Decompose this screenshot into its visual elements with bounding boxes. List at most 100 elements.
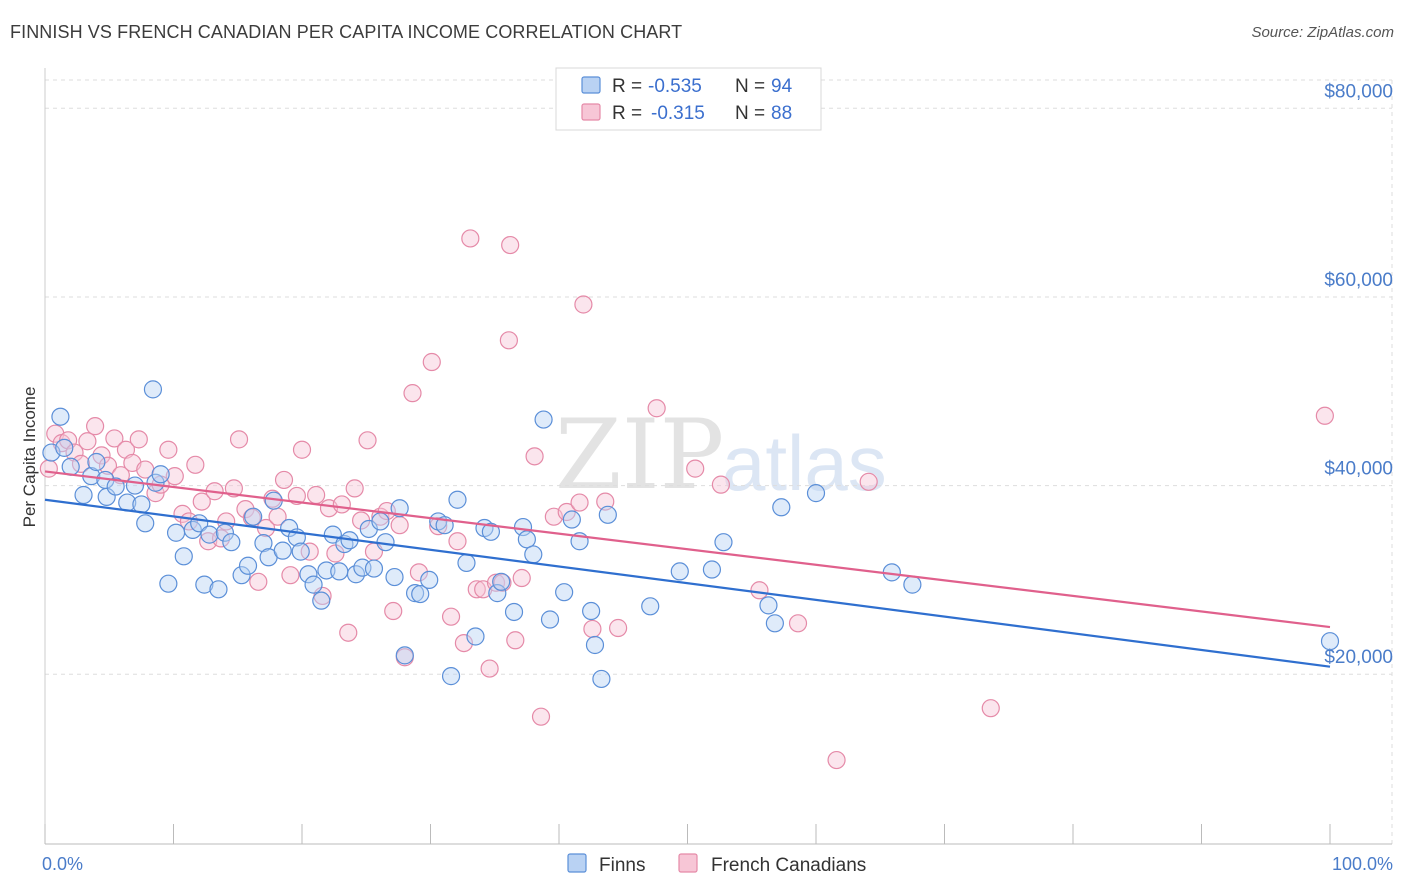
bottom-legend-french-canadians-label: French Canadians — [711, 855, 866, 876]
legend-french-canadians-swatch — [581, 103, 601, 121]
finns-point — [411, 584, 430, 604]
french-canadians-point — [499, 331, 518, 350]
finns-point — [395, 646, 414, 665]
french-canadians-point — [750, 581, 769, 600]
finns-point — [195, 575, 214, 594]
legend-r-value: -0.535 — [648, 76, 702, 97]
french-canadians-point — [422, 352, 441, 372]
finns-point — [670, 562, 689, 581]
watermark-atlas: atlas — [722, 419, 887, 507]
watermark-zip: ZIP — [555, 399, 724, 511]
finns-point — [97, 487, 116, 506]
finns-point — [166, 523, 186, 542]
french-canadians-point — [788, 614, 808, 633]
finns-point — [136, 514, 155, 533]
french-canadians-point — [454, 633, 474, 653]
french-canadians-point — [467, 580, 486, 599]
finns-point — [540, 610, 560, 629]
y-axis-label: Per Capita Income — [20, 387, 39, 528]
finns-point — [903, 575, 922, 594]
finns-point — [405, 584, 425, 603]
french-canadians-point — [78, 432, 97, 451]
french-canadians-point — [448, 532, 467, 551]
french-canadians-point — [859, 472, 878, 491]
finns-point — [151, 465, 170, 484]
french-canadians-point — [307, 485, 326, 505]
finns-point — [174, 547, 193, 566]
finns-point — [254, 534, 273, 553]
french-canadians-point — [332, 495, 351, 514]
finns-point — [420, 570, 439, 590]
french-canadians-points — [39, 229, 1334, 770]
y-tick-label: $60,000 — [1324, 270, 1393, 291]
finns-point — [61, 457, 80, 476]
french-canadians-point — [192, 492, 211, 511]
legend-n-label: N = — [735, 103, 765, 124]
finns-point — [291, 542, 310, 561]
french-canadians-point — [981, 699, 1000, 718]
finns-point — [759, 596, 778, 615]
french-canadians-point — [686, 459, 705, 478]
french-canadians-point — [512, 568, 531, 588]
french-canadians-point — [165, 467, 184, 486]
french-canadians-point — [390, 516, 409, 535]
french-canadians-point — [525, 447, 544, 466]
french-canadians-point — [429, 517, 448, 536]
french-canadians-point — [506, 631, 525, 650]
french-canadians-point — [574, 295, 593, 314]
x-tick-label: 100.0% — [1332, 854, 1393, 874]
y-tick-label: $40,000 — [1324, 459, 1393, 480]
french-canadians-point — [86, 417, 105, 436]
legend-r-label: R = — [612, 103, 642, 124]
finns-point — [765, 614, 784, 633]
finns-point — [492, 572, 511, 591]
french-canadians-point — [531, 707, 551, 726]
finns-point — [209, 580, 228, 599]
finns-point — [143, 380, 163, 399]
x-tick-label: 0.0% — [42, 854, 83, 874]
finns-point — [273, 541, 292, 560]
finns-point — [238, 556, 258, 575]
french-canadians-point — [105, 429, 124, 448]
finns-point — [806, 484, 826, 503]
finns-point — [714, 533, 733, 552]
y-tick-labels: $20,000 $40,000 $60,000 $80,000 — [1324, 81, 1393, 668]
french-canadians-point — [292, 440, 312, 459]
axes — [44, 68, 1392, 845]
french-canadians-point — [583, 619, 602, 639]
french-canadians-point — [39, 459, 58, 478]
bottom-legend-finns-label: Finns — [599, 855, 645, 876]
french-canadians-point — [281, 566, 300, 585]
french-canadians-point — [358, 431, 377, 450]
french-canadians-point — [65, 443, 84, 462]
french-canadians-point — [403, 384, 422, 403]
finns-points — [42, 380, 1340, 689]
finns-point — [441, 667, 461, 686]
finns-point — [481, 522, 500, 541]
french-canadians-point — [827, 750, 846, 770]
finns-point — [702, 560, 722, 579]
finns-point — [346, 565, 366, 584]
finns-point — [534, 410, 553, 429]
finns-point — [222, 533, 241, 552]
french-canadians-point — [224, 479, 243, 498]
finns-point — [448, 490, 467, 509]
french-canadians-trend-line — [44, 470, 1331, 629]
finns-point — [488, 584, 507, 603]
finns-point — [159, 574, 178, 593]
finns-point — [299, 565, 318, 584]
french-canadians-point — [129, 430, 148, 449]
finns-point — [312, 591, 331, 610]
finns-point — [304, 575, 323, 594]
french-canadians-point — [345, 479, 364, 498]
finns-point — [390, 499, 409, 518]
finns-trend-line — [44, 498, 1331, 668]
finns-point — [517, 530, 536, 549]
y-tick-label: $80,000 — [1324, 81, 1393, 102]
finns-point — [364, 559, 384, 578]
french-canadians-point — [274, 470, 294, 490]
french-canadians-point — [493, 573, 512, 592]
french-canadians-point — [501, 235, 520, 255]
finns-point — [183, 520, 202, 540]
french-canadians-point — [609, 618, 628, 638]
